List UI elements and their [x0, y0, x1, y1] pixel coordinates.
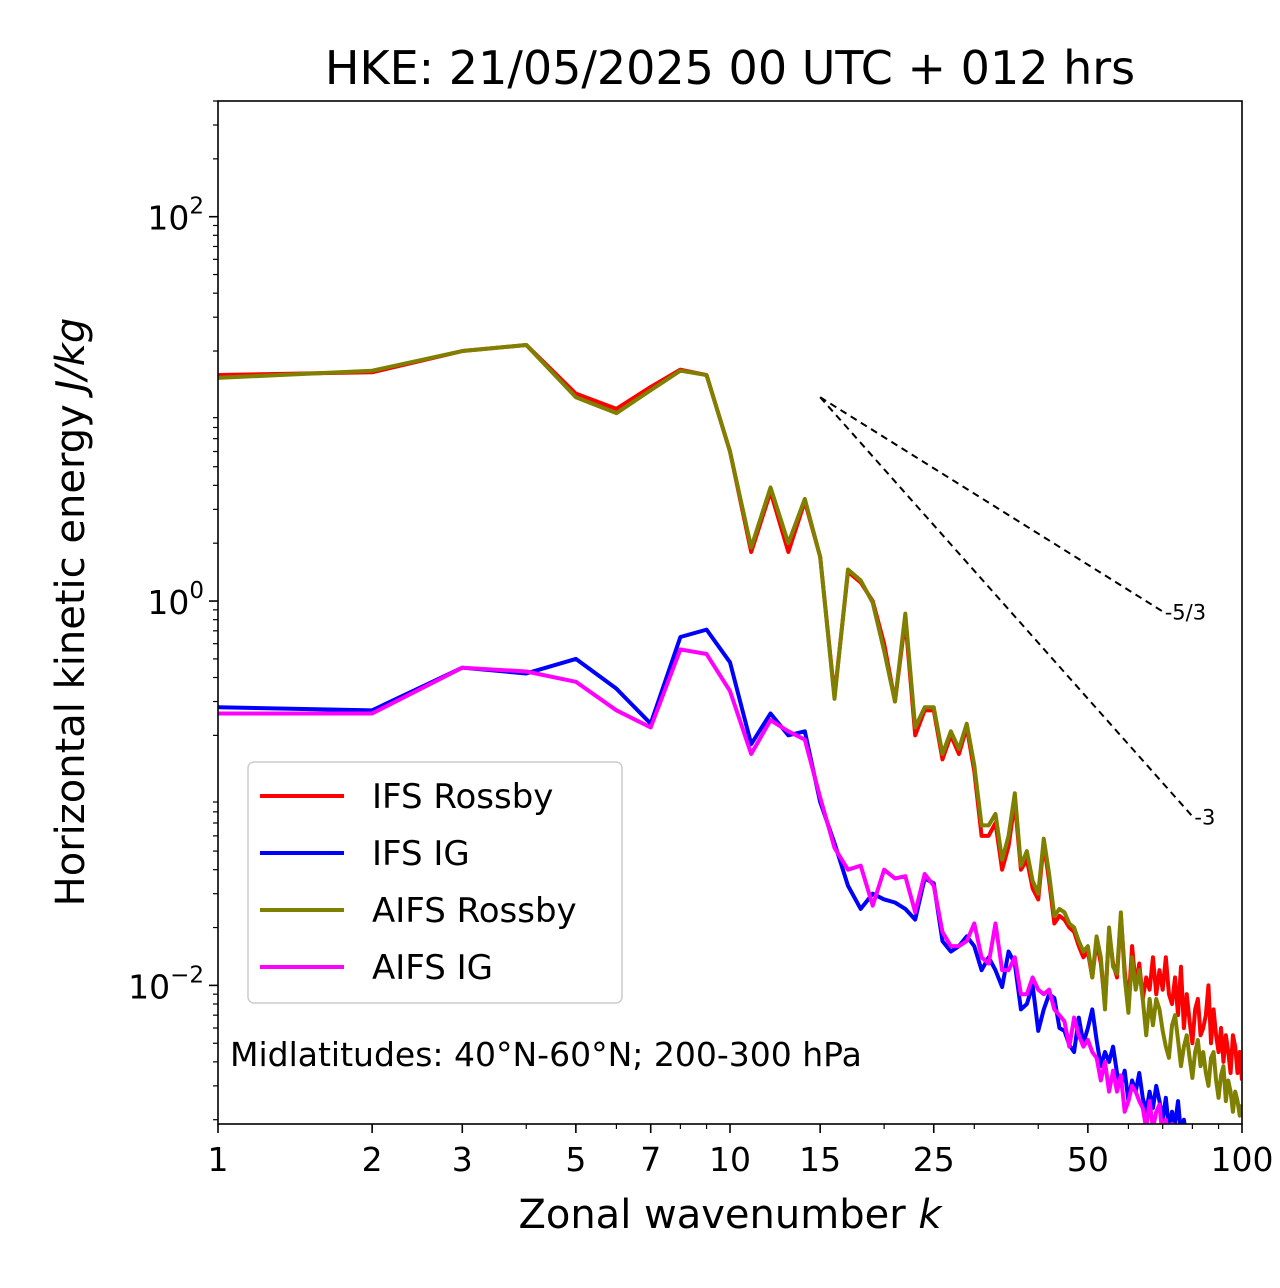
y-axis-label-italic: J/kg — [48, 318, 94, 399]
x-axis-ticks: 1 2 3 5 7 10 15 25 50 100 — [208, 1124, 1274, 1179]
x-tick-label: 100 — [1211, 1140, 1274, 1179]
x-tick-label: 5 — [565, 1140, 586, 1179]
reference-line-2 — [819, 396, 1194, 818]
x-tick-label: 10 — [709, 1140, 751, 1179]
reference-line-1 — [819, 396, 1164, 613]
y-axis-label: Horizontal kinetic energy J/kg — [48, 318, 94, 907]
x-tick-label: 25 — [913, 1140, 955, 1179]
x-axis-label: Zonal wavenumber k — [518, 1192, 943, 1238]
legend-label: AIFS IG — [372, 948, 493, 988]
x-tick-label: 1 — [208, 1140, 229, 1179]
x-tick-label: 15 — [799, 1140, 841, 1179]
legend-box — [247, 761, 623, 1004]
x-tick-label: 7 — [640, 1140, 661, 1179]
chart-title: HKE: 21/05/2025 00 UTC + 012 hrs — [325, 41, 1135, 95]
legend-label: IFS Rossby — [372, 777, 553, 817]
x-tick-label: 50 — [1067, 1140, 1109, 1179]
legend-label: IFS IG — [372, 834, 470, 874]
x-axis-label-main: Zonal wavenumber — [518, 1192, 918, 1238]
y-axis-label-main: Horizontal kinetic energy — [48, 392, 94, 907]
reference-lines — [819, 396, 1194, 818]
legend: IFS Rossby IFS IG AIFS Rossby AIFS IG — [247, 761, 623, 1004]
x-axis-label-italic: k — [918, 1192, 943, 1238]
x-tick-label: 3 — [452, 1140, 473, 1179]
y-tick-label: 100 — [147, 578, 204, 622]
series-line-aifs-rossby — [218, 342, 1242, 1118]
reference-line-label-2: -3 — [1194, 805, 1215, 829]
reference-line-label-1: -5/3 — [1165, 600, 1206, 624]
y-tick-label: 10−2 — [128, 962, 204, 1006]
y-tick-label: 102 — [147, 194, 204, 238]
series-line-aifs-ig — [218, 647, 1175, 1124]
region-annotation: Midlatitudes: 40°N-60°N; 200-300 hPa — [230, 1035, 862, 1074]
series-lines — [218, 342, 1242, 1124]
reference-labels: -5/3 -3 — [1165, 600, 1216, 829]
x-tick-label: 2 — [362, 1140, 383, 1179]
series-line-ifs-ig — [218, 627, 1187, 1124]
legend-label: AIFS Rossby — [372, 891, 577, 931]
y-axis-ticks: 102 100 10−2 — [128, 100, 218, 1121]
